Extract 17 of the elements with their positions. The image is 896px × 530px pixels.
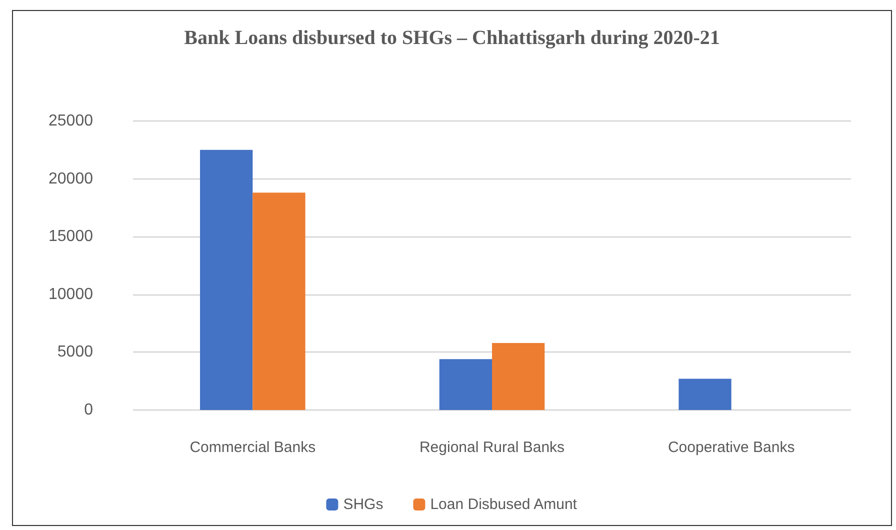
x-tick-label: Cooperative Banks: [668, 439, 795, 456]
y-tick-label: 5000: [57, 344, 94, 361]
chart-title: Bank Loans disbursed to SHGs – Chhattisgarh during 2020-21: [184, 27, 720, 49]
bar: [492, 342, 545, 410]
bar: [678, 378, 732, 410]
legend-label: SHGs: [343, 496, 384, 513]
y-tick-label: 0: [84, 402, 94, 418]
legend-label: Loan Disbused Amunt: [430, 496, 578, 513]
x-tick-label: Regional Rural Banks: [419, 439, 565, 456]
y-tick-label: 10000: [48, 286, 94, 303]
x-tick-label: Commercial Banks: [190, 439, 316, 456]
bar: [252, 192, 306, 410]
y-tick-label: 20000: [48, 170, 94, 188]
y-tick-label: 15000: [48, 228, 94, 246]
bar: [200, 150, 253, 410]
y-tick-label: 25000: [48, 112, 94, 130]
bar: [439, 359, 492, 410]
